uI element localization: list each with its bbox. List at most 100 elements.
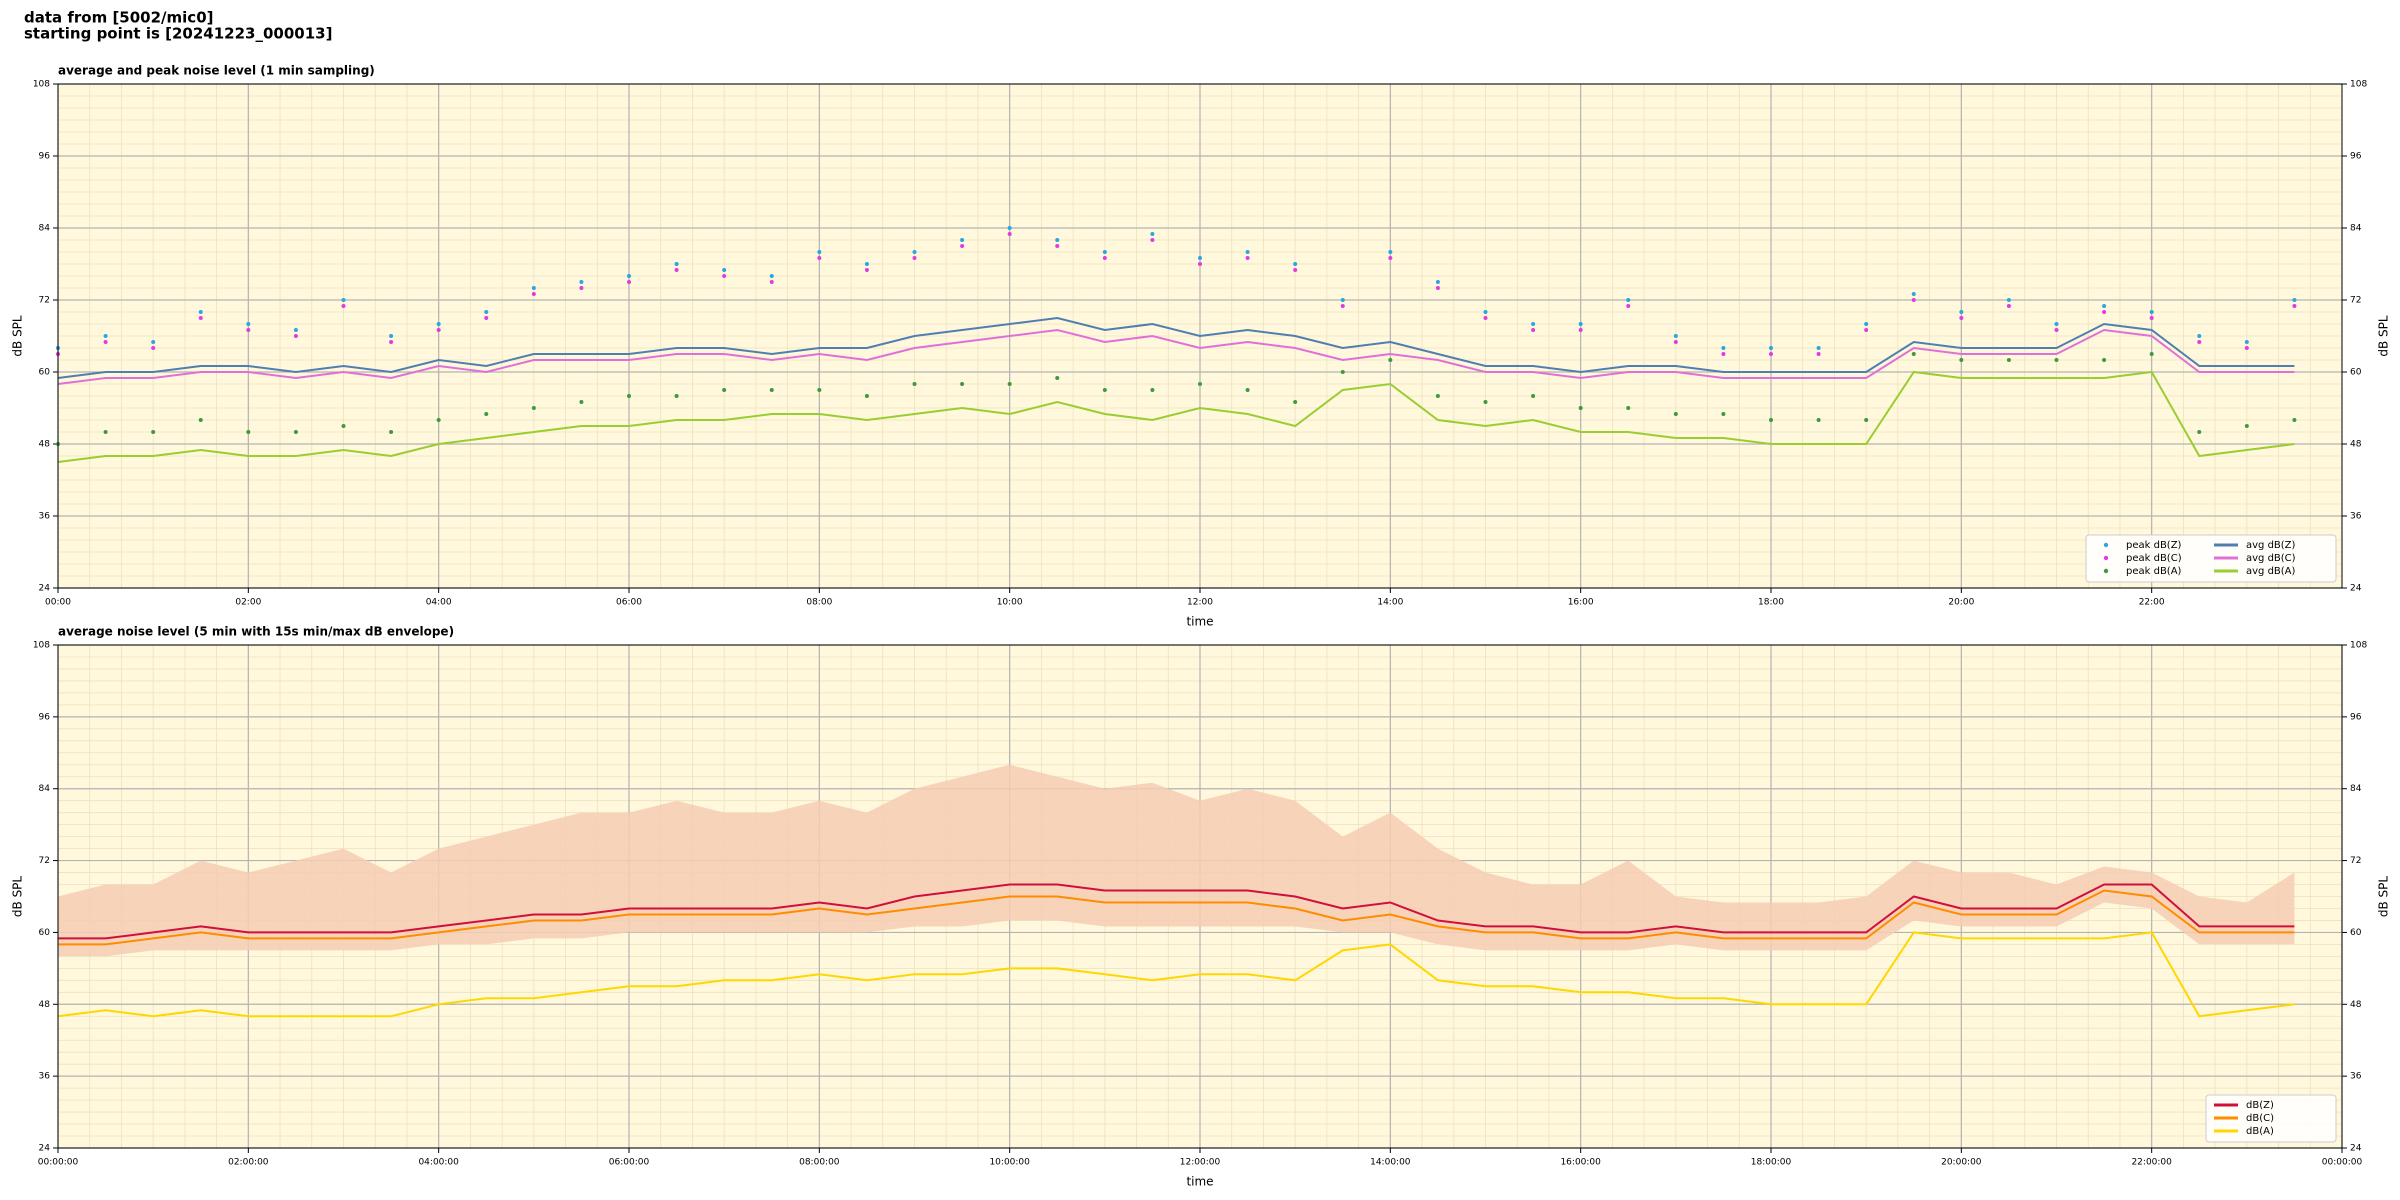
chart-title: average noise level (5 min with 15s min/…: [58, 625, 454, 639]
y-tick-label: 36: [2350, 1072, 2362, 1082]
peak-point: [1388, 256, 1393, 260]
peak-point: [1721, 346, 1726, 350]
peak-point: [1959, 316, 1964, 320]
peak-point: [2149, 316, 2154, 320]
peak-point: [2149, 310, 2154, 314]
y-tick-label: 60: [39, 368, 51, 378]
x-tick-label: 22:00:00: [2131, 1158, 2172, 1168]
peak-point: [1531, 322, 1536, 326]
legend-box: [2085, 534, 2337, 583]
peak-point: [246, 328, 251, 332]
peak-point: [579, 400, 584, 404]
peak-point: [2149, 352, 2154, 356]
peak-point: [2197, 430, 2202, 434]
peak-point: [484, 310, 489, 314]
peak-point: [817, 256, 822, 260]
x-tick-label: 08:00: [806, 598, 832, 608]
series-line: [57, 931, 2295, 1018]
peak-point: [1816, 418, 1821, 422]
peak-point: [436, 322, 441, 326]
y-tick-label: 84: [39, 224, 51, 234]
peak-point: [1198, 262, 1202, 266]
peak-point: [2292, 418, 2297, 422]
series-line: [57, 316, 2295, 379]
y-tick-label: 96: [2350, 152, 2362, 162]
peak-point: [436, 328, 441, 332]
y-tick-label: 108: [33, 641, 50, 651]
peak-point: [674, 394, 679, 398]
y-axis-label: dB SPL: [2377, 876, 2391, 918]
peak-point: [960, 382, 965, 386]
peak-point: [1245, 388, 1250, 392]
peak-point: [1055, 244, 1060, 248]
y-tick-label: 108: [33, 80, 50, 90]
peak-point: [722, 274, 727, 278]
x-tick-label: 04:00:00: [418, 1158, 459, 1168]
peak-point: [2197, 340, 2202, 344]
peak-point: [1055, 238, 1060, 242]
y-tick-label: 36: [2350, 512, 2362, 522]
x-tick-label: 06:00: [616, 598, 642, 608]
y-tick-label: 24: [39, 1144, 51, 1154]
peak-point: [579, 286, 584, 290]
peak-point: [769, 274, 774, 278]
legend-marker: [2103, 542, 2109, 548]
x-tick-label: 20:00: [1948, 598, 1974, 608]
x-tick-label: 12:00: [1187, 598, 1213, 608]
peak-point: [198, 418, 203, 422]
peak-point: [2054, 358, 2059, 362]
peak-point: [1626, 304, 1631, 308]
peak-point: [1483, 400, 1488, 404]
y-tick-label: 72: [39, 856, 50, 866]
peak-point: [103, 340, 108, 344]
peak-point: [2244, 346, 2249, 350]
peak-point: [2054, 322, 2059, 326]
y-tick-label: 24: [39, 584, 51, 594]
peak-point: [864, 262, 869, 266]
peak-point: [151, 340, 156, 344]
peak-point: [389, 334, 394, 338]
y-tick-label: 108: [2350, 641, 2367, 651]
peak-point: [484, 316, 489, 320]
x-tick-label: 00:00: [45, 598, 71, 608]
y-tick-label: 36: [39, 1072, 51, 1082]
peak-point: [1102, 256, 1107, 260]
x-tick-label: 16:00: [1568, 598, 1594, 608]
peak-point: [1864, 322, 1869, 326]
peak-point: [627, 394, 631, 398]
peak-point: [1769, 418, 1773, 422]
legend-label: avg dB(Z): [2246, 540, 2296, 551]
legend-label: peak dB(C): [2126, 553, 2182, 564]
peak-point: [1816, 352, 1821, 356]
y-tick-label: 72: [39, 296, 50, 306]
peak-point: [912, 256, 917, 260]
peak-point: [246, 430, 251, 434]
y-tick-label: 24: [2350, 1144, 2362, 1154]
peak-point: [2292, 298, 2297, 302]
y-tick-label: 48: [39, 440, 51, 450]
series-line: [57, 370, 2295, 463]
peak-point: [1626, 406, 1631, 410]
x-tick-label: 02:00: [235, 598, 261, 608]
peak-point: [436, 418, 441, 422]
x-tick-label: 14:00:00: [1370, 1158, 1411, 1168]
peak-point: [722, 388, 727, 392]
y-tick-label: 60: [2350, 368, 2362, 378]
y-tick-label: 24: [2350, 584, 2362, 594]
legend-box: [2205, 1094, 2337, 1143]
y-axis-label: dB SPL: [2377, 315, 2391, 357]
x-tick-label: 18:00:00: [1751, 1158, 1792, 1168]
peak-point: [1293, 268, 1298, 272]
peak-point: [1340, 304, 1345, 308]
peak-point: [1578, 328, 1583, 332]
peak-point: [2244, 424, 2249, 428]
y-tick-label: 60: [39, 928, 51, 938]
series-line: [58, 883, 2295, 940]
peak-point: [579, 280, 584, 284]
peak-point: [1531, 394, 1536, 398]
peak-point: [293, 334, 298, 338]
peak-point: [1007, 382, 1012, 386]
peak-point: [484, 412, 489, 416]
y-tick-label: 48: [39, 1000, 51, 1010]
